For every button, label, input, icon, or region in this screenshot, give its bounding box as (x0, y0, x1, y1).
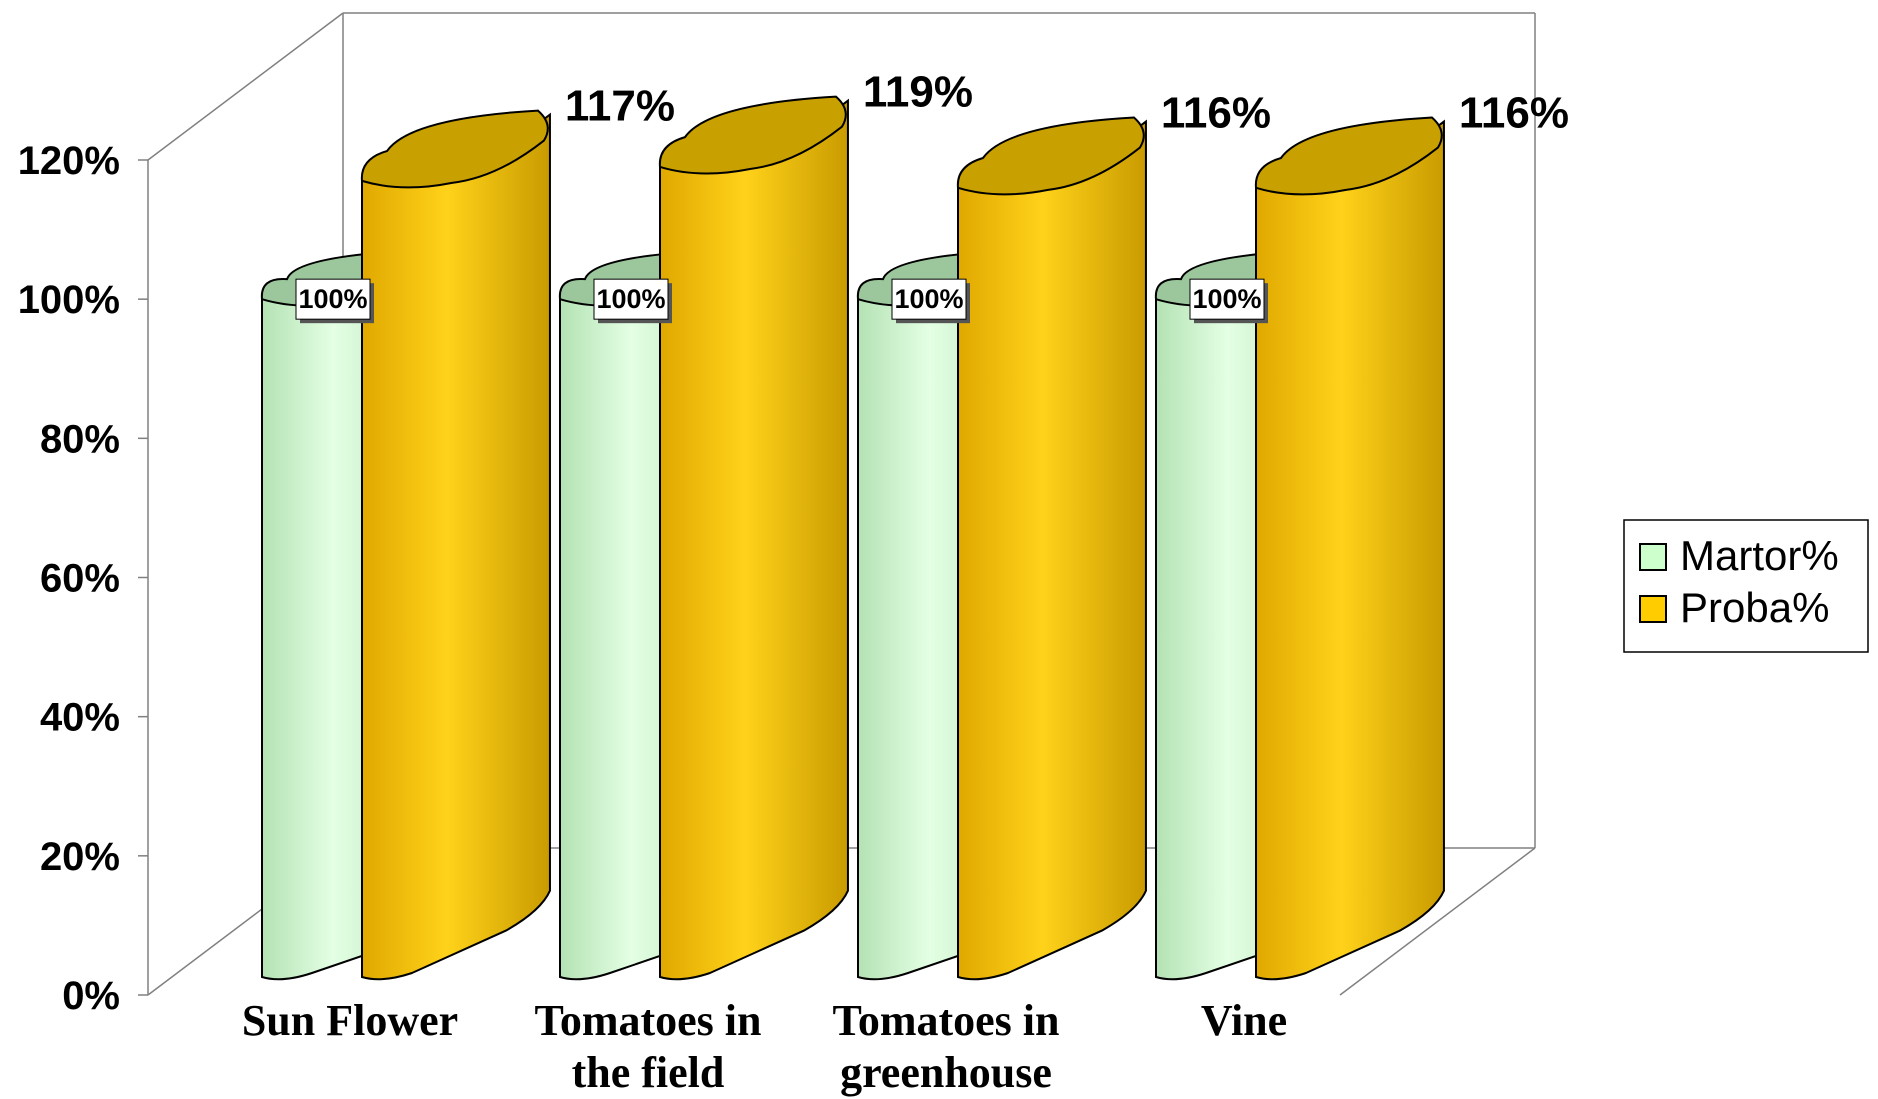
data-label-proba: 116% (1161, 89, 1271, 138)
data-label-box (891, 278, 967, 320)
bar-proba-2 (658, 95, 849, 981)
cylinder-body (1255, 119, 1445, 981)
legend: Martor% Proba% (1623, 519, 1869, 653)
bar-proba-4 (1254, 116, 1445, 981)
left-wall-top-edge (147, 12, 344, 161)
cylinder-body (361, 112, 551, 981)
y-tick-label: 0% (62, 974, 120, 1018)
x-tick-label: Tomatoes in (833, 996, 1060, 1045)
legend-swatch (1639, 543, 1667, 571)
legend-label: Proba% (1680, 584, 1829, 631)
y-axis: 0% 20% 40% 60% 80% 100% 120% (18, 139, 148, 1018)
cylinder-top (956, 116, 1145, 196)
floor-right-edge (1339, 847, 1536, 996)
data-label-martor: 100% (298, 284, 367, 314)
cylinder-top (658, 95, 847, 175)
x-tick-label: Vine (1201, 996, 1287, 1045)
y-tick-label: 40% (40, 696, 120, 740)
bar-proba-1 (360, 109, 551, 981)
data-label-box (295, 278, 371, 320)
x-tick-label: greenhouse (840, 1048, 1052, 1097)
data-label-proba: 117% (565, 82, 675, 131)
y-tick-label: 60% (40, 557, 120, 601)
y-tick-label: 80% (40, 417, 120, 461)
data-label-martor: 100% (894, 284, 963, 314)
data-label-proba: 116% (1459, 89, 1569, 138)
x-tick-label: the field (572, 1048, 725, 1097)
cylinder-body (957, 119, 1147, 981)
cylinder-top (360, 109, 549, 189)
y-tick-label: 120% (18, 139, 120, 183)
cylinder-body (659, 98, 849, 981)
data-label-box (1189, 278, 1265, 320)
cylinder-top (1254, 116, 1443, 196)
data-label-martor: 100% (1192, 284, 1261, 314)
bars: 100% 117% 100% 119% 100% 116% 100% 116% (260, 68, 1569, 981)
legend-label: Martor% (1680, 532, 1839, 579)
data-label-box (593, 278, 669, 320)
x-tick-label: Sun Flower (242, 996, 458, 1045)
x-tick-label: Tomatoes in (535, 996, 762, 1045)
bar-proba-3 (956, 116, 1147, 981)
y-tick-label: 100% (18, 278, 120, 322)
y-tick-label: 20% (40, 835, 120, 879)
data-label-martor: 100% (596, 284, 665, 314)
data-label-proba: 119% (863, 68, 973, 117)
legend-swatch (1639, 595, 1667, 623)
legend-box (1623, 519, 1869, 653)
